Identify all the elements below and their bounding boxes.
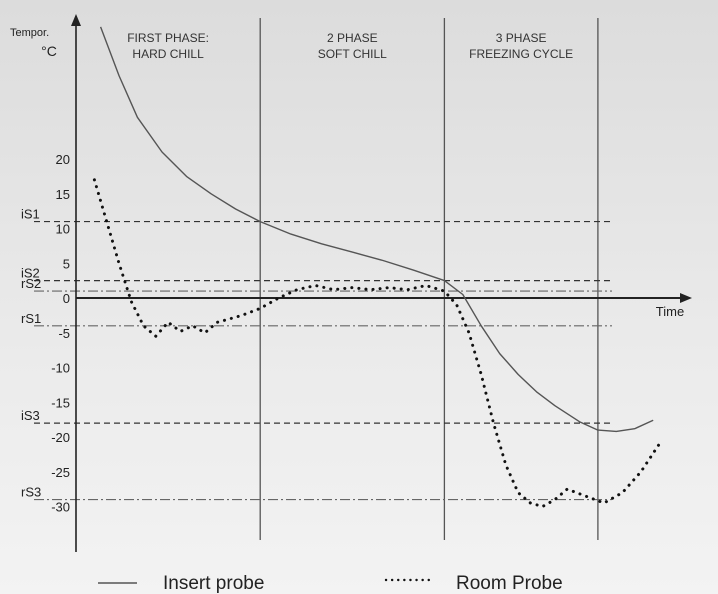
threshold-label-iS1: iS1 xyxy=(21,207,40,222)
phase-label-line2: FREEZING CYCLE xyxy=(469,47,573,61)
phase-label-line2: SOFT CHILL xyxy=(318,47,387,61)
axes xyxy=(71,14,692,552)
legend-insert-label: Insert probe xyxy=(163,573,264,594)
threshold-label-iS3: iS3 xyxy=(21,408,40,423)
phase-label-line1: 2 PHASE xyxy=(327,31,378,45)
phase-dividers xyxy=(259,18,599,540)
threshold-label-iS2: iS2 xyxy=(21,266,40,281)
phase-label-line1: FIRST PHASE: xyxy=(127,31,209,45)
x-axis-label: Time xyxy=(656,304,684,319)
y-axis-label-line1: Tempor. xyxy=(10,27,49,39)
threshold-label-rS2: rS2 xyxy=(21,276,41,291)
series-line-room-probe xyxy=(92,178,661,508)
y-tick-labels: 20 15 10 5 0 -5 -10 -15 -20 -25 -30 xyxy=(51,152,70,515)
x-axis-arrow-icon xyxy=(680,293,692,303)
y-tick-label: -5 xyxy=(58,326,70,341)
y-tick-label: -25 xyxy=(51,465,70,480)
y-tick-label: -20 xyxy=(51,430,70,445)
phase-labels: FIRST PHASE: HARD CHILL 2 PHASE SOFT CHILL 3… xyxy=(127,31,573,61)
legend-room-label: Room Probe xyxy=(456,573,563,594)
threshold-label-rS3: rS3 xyxy=(21,485,41,500)
y-tick-label: -15 xyxy=(51,395,70,410)
y-tick-label: -30 xyxy=(51,500,70,515)
y-axis-label-line2: °C xyxy=(41,43,57,59)
phase-label-line2: HARD CHILL xyxy=(132,47,204,61)
legend: Insert probe Room Probe xyxy=(98,573,563,594)
y-tick-label: 0 xyxy=(63,291,70,306)
y-tick-label: -10 xyxy=(51,361,70,376)
series-lines xyxy=(92,26,661,508)
y-tick-label: 20 xyxy=(56,152,70,167)
series-line-insert-probe xyxy=(99,26,654,433)
y-tick-label: 15 xyxy=(56,187,70,202)
y-tick-label: 5 xyxy=(63,256,70,271)
threshold-label-rS1: rS1 xyxy=(21,311,41,326)
phase-label-line1: 3 PHASE xyxy=(496,31,547,45)
y-axis-arrow-icon xyxy=(71,14,81,26)
y-tick-label: 10 xyxy=(56,222,70,237)
